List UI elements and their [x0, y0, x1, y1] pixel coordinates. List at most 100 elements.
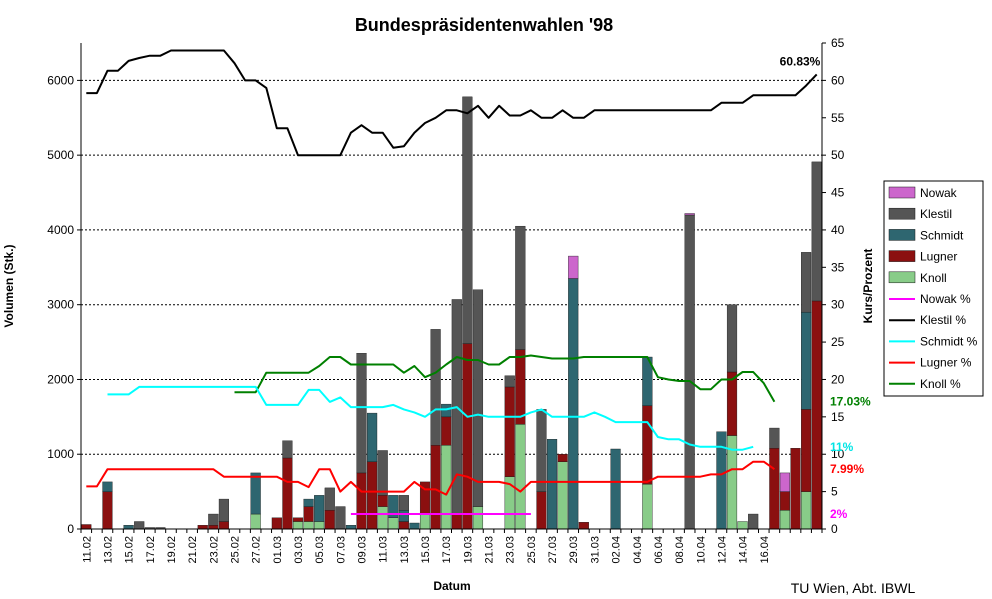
- bar-lugner-38: [578, 522, 589, 530]
- legend-entry: Nowak: [920, 186, 958, 200]
- axes: [80, 43, 823, 530]
- bar-klestil-3: [134, 521, 145, 530]
- bar-lugner-29: [451, 513, 462, 530]
- x-tick-label: 04.04: [632, 536, 644, 564]
- bar-knoll-22: [377, 506, 388, 530]
- x-tick-label: 17.03: [441, 536, 453, 564]
- bar-schmidt-1: [102, 481, 113, 492]
- bar-lugner-34: [536, 491, 547, 530]
- bar-lugner-17: [324, 510, 335, 530]
- y-left-tick-label: 1000: [47, 447, 74, 461]
- x-tick-label: 05.03: [314, 536, 326, 564]
- bar-knoll-31: [472, 506, 484, 530]
- legend-entry: Lugner %: [920, 356, 972, 370]
- bar-lugner-7: [208, 525, 219, 530]
- bar-nowak-41: [684, 213, 695, 216]
- y-left-tick-label: 0: [67, 522, 74, 536]
- x-tick-label: 11.03: [378, 536, 390, 563]
- x-tick-label: 23.02: [208, 536, 220, 564]
- bar-klestil-43: [726, 304, 738, 373]
- bar-knoll-15: [303, 521, 314, 530]
- legend-swatch: [888, 186, 916, 199]
- bar-knoll-23: [388, 517, 399, 530]
- bar-lugner-8: [218, 521, 229, 530]
- legend-entry: Schmidt %: [920, 334, 978, 348]
- y-right-tick-label: 55: [831, 111, 845, 125]
- x-tick-label: 19.02: [166, 536, 178, 564]
- bar-klestil-7: [208, 513, 219, 526]
- x-tick-label: 13.03: [399, 536, 411, 564]
- x-tick-label: 29.03: [568, 536, 580, 564]
- bar-lugner-21: [367, 461, 378, 530]
- legend-entry: Schmidt: [920, 228, 964, 242]
- bar-schmidt-28: [441, 403, 452, 418]
- end-label-klestil: 60.83%: [780, 54, 821, 68]
- x-tick-label: 21.03: [484, 536, 496, 564]
- y-left-tick-label: 5000: [47, 148, 74, 162]
- bar-schmidt-35: [546, 439, 558, 530]
- bar-schmidt-2: [123, 525, 134, 530]
- y-right-tick-label: 60: [831, 73, 845, 87]
- x-tick-label: 16.04: [759, 536, 771, 564]
- y-axis-left-ticks: 0 1000 2000 3000 4000 5000 6000: [47, 73, 81, 536]
- x-tick-label: 25.02: [230, 536, 242, 564]
- bar-schmidt-23: [388, 495, 399, 518]
- legend-swatch: [888, 229, 916, 241]
- bar-schmidt-19: [345, 525, 357, 530]
- x-tick-label: 25.03: [526, 536, 538, 564]
- bar-lugner-12: [271, 517, 282, 530]
- bar-lugner-14: [292, 517, 304, 522]
- bar-klestil-49: [801, 252, 812, 313]
- bar-klestil-45: [748, 513, 759, 530]
- y-right-tick-label: 15: [831, 410, 845, 424]
- bar-knoll-44: [737, 521, 748, 530]
- x-tick-label: 14.04: [738, 536, 750, 564]
- bar-lugner-50: [811, 300, 822, 530]
- bar-klestil-13: [282, 440, 293, 459]
- y-right-tick-label: 30: [831, 298, 845, 312]
- x-tick-label: 17.02: [145, 536, 157, 564]
- x-tick-label: 08.04: [674, 536, 686, 564]
- x-tick-label: 27.03: [547, 536, 559, 564]
- bar-klestil-8: [218, 498, 229, 522]
- y-right-tick-label: 40: [831, 223, 845, 237]
- bar-lugner-43: [726, 371, 738, 436]
- bar-klestil-18: [335, 506, 346, 530]
- bar-lugner-36: [557, 454, 568, 462]
- lines: [86, 49, 818, 515]
- x-tick-label: 31.03: [589, 536, 601, 564]
- bar-klestil-31: [472, 289, 484, 507]
- x-tick-label: 02.04: [611, 536, 623, 564]
- x-tick-label: 13.02: [103, 536, 115, 564]
- bar-lugner-13: [282, 457, 293, 530]
- legend: Nowak Klestil Schmidt Lugner Knoll Nowak % Kle…: [883, 180, 984, 397]
- bar-klestil-46: [769, 427, 780, 449]
- bar-lugner-30: [462, 343, 473, 530]
- credit-label: TU Wien, Abt. IBWL: [791, 580, 916, 596]
- bar-klestil-32: [504, 375, 515, 388]
- bar-klestil-33: [515, 225, 526, 350]
- bar-lugner-48: [790, 448, 801, 530]
- bar-schmidt-37: [568, 278, 579, 530]
- y-right-tick-label: 45: [831, 186, 845, 200]
- bar-lugner-20: [356, 472, 367, 530]
- bar-lugner-6: [197, 525, 208, 530]
- bar-lugner-27: [430, 445, 441, 530]
- bar-lugner-15: [303, 506, 314, 522]
- bar-klestil-50: [811, 161, 822, 302]
- bar-klestil-30: [462, 96, 473, 344]
- y-axis-right-ticks: 0 5 10 15 20 25 30 35 40 45 50 55 60 65: [822, 36, 845, 536]
- y-right-tick-label: 0: [831, 522, 838, 536]
- bar-schmidt-24: [398, 510, 409, 522]
- bar-lugner-28: [441, 416, 452, 446]
- x-tick-label: 10.04: [695, 536, 707, 564]
- bar-klestil-17: [324, 487, 335, 511]
- x-tick-label: 03.03: [293, 536, 305, 564]
- bar-lugner-47: [779, 491, 791, 511]
- x-axis-title: Datum: [433, 579, 470, 593]
- grid: [81, 79, 822, 455]
- x-tick-label: 15.03: [420, 536, 432, 564]
- y-right-tick-label: 50: [831, 148, 845, 162]
- y-left-tick-label: 6000: [47, 73, 74, 87]
- bar-schmidt-15: [303, 498, 314, 507]
